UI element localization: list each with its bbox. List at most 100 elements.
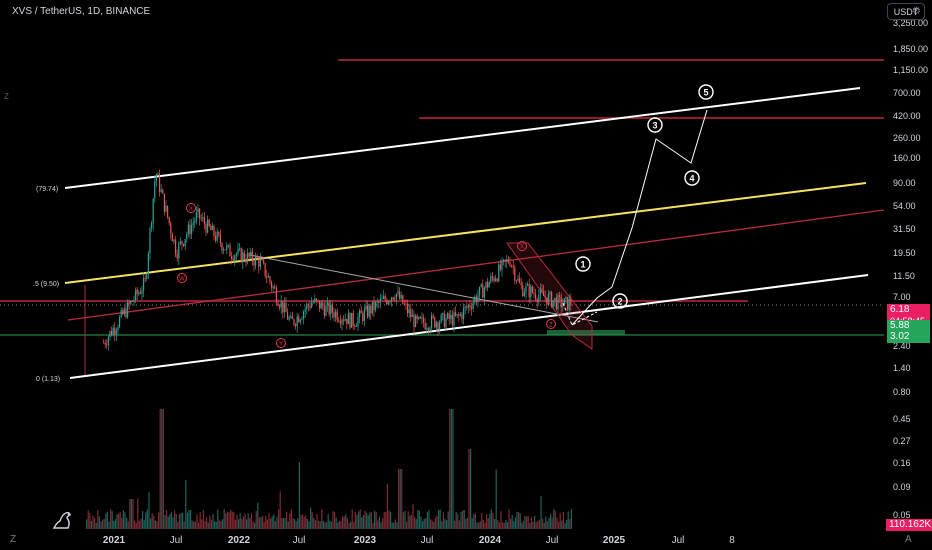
volume-bar [265, 515, 267, 529]
candle-body [162, 189, 164, 194]
wave-projection-dashed [562, 302, 598, 326]
candle-body [122, 310, 124, 315]
candle-body [251, 251, 253, 262]
volume-bar [273, 514, 275, 529]
candle-body [238, 248, 241, 250]
candle-body [437, 322, 439, 330]
candle-body [422, 317, 425, 323]
candle-body [275, 288, 277, 303]
candle-body [480, 284, 482, 287]
currency-button[interactable]: USDT [887, 3, 925, 20]
candle-body [534, 293, 537, 300]
candle-body [520, 282, 522, 286]
volume-bar [458, 520, 460, 529]
candle-body [334, 311, 337, 318]
fit-icon[interactable]: Z [10, 534, 17, 545]
volume-bar [281, 517, 283, 529]
volume-bar [175, 514, 177, 529]
candle-body [370, 305, 372, 314]
volume-bar [226, 511, 228, 529]
candle-body [248, 252, 250, 257]
correction-circle [276, 338, 286, 348]
volume-bar [207, 522, 209, 529]
volume-bar [498, 522, 500, 529]
volume-bar [394, 519, 396, 529]
volume-bar [537, 520, 539, 529]
candle-body [141, 290, 143, 294]
candle-body [442, 313, 444, 315]
correction-label: W [179, 277, 185, 283]
volume-bar [500, 511, 502, 529]
y-tick-label: 2.40 [893, 341, 911, 351]
wave-projection [571, 109, 708, 326]
candle-body [514, 267, 516, 281]
volume-bar [502, 522, 504, 529]
candle-body [488, 282, 490, 288]
candle-body [525, 285, 527, 293]
volume-bar [306, 519, 308, 529]
y-tick-label: 19.50 [893, 248, 916, 258]
volume-bar [241, 518, 243, 529]
y-tick-label: 0.45 [893, 414, 911, 424]
candle-body [242, 252, 244, 263]
candle-body [221, 242, 223, 251]
volume-bar [454, 520, 456, 529]
candle-body [174, 239, 177, 255]
volume-bar [503, 522, 505, 529]
volume-bar [370, 512, 372, 529]
volume-bar [551, 517, 553, 529]
candle-body [157, 174, 159, 175]
volume-bar [151, 513, 153, 529]
x-tick-label: Jul [293, 535, 306, 546]
candle-body [285, 302, 287, 313]
volume-bar [567, 511, 569, 529]
volume-bar [185, 480, 187, 529]
candle-body [125, 308, 127, 318]
x-tick-label: 8 [729, 535, 735, 546]
candle-body [272, 286, 274, 288]
candle-body [499, 264, 501, 270]
y-tick-label: 54.00 [893, 201, 916, 211]
settings-icon[interactable]: ⚙ [912, 6, 921, 17]
volume-bar [119, 512, 121, 529]
volume-bar [287, 521, 289, 529]
candle-body [293, 319, 295, 325]
volume-bar [217, 509, 219, 529]
volume-bar [570, 509, 572, 529]
candle-body [166, 205, 169, 217]
candle-body [258, 258, 260, 267]
volume-bar [340, 520, 342, 529]
volume-bar [356, 514, 358, 529]
candle-body [562, 304, 564, 308]
volume-bar [358, 511, 360, 529]
volume-bar [441, 521, 443, 529]
correction-circle [546, 319, 556, 329]
candle-body [222, 249, 225, 251]
candle-body [299, 319, 301, 323]
volume-bar [274, 521, 276, 529]
volume-bar [383, 512, 385, 529]
candle-body [190, 224, 193, 235]
y-tick-label: 1,850.00 [893, 44, 928, 54]
candle-body [507, 259, 509, 263]
volume-bar [316, 513, 318, 529]
candle-body [336, 311, 338, 321]
candle-body [206, 219, 209, 233]
candle-body [323, 306, 325, 316]
volume-bar [425, 517, 427, 529]
candle-body [555, 297, 557, 310]
volume-bar [166, 510, 168, 529]
y-tick-label: 0.27 [893, 436, 911, 446]
auto-scale-icon[interactable]: A [905, 534, 912, 545]
volume-bar [558, 521, 560, 529]
volume-bar [396, 521, 398, 529]
candle-body [386, 299, 388, 305]
candle-body [149, 228, 151, 254]
candle-body [243, 252, 245, 260]
x-tick-label: Jul [672, 535, 685, 546]
volume-bar [351, 509, 353, 529]
volume-bar [86, 519, 88, 529]
candle-body [246, 252, 249, 263]
candle-body [472, 301, 474, 310]
